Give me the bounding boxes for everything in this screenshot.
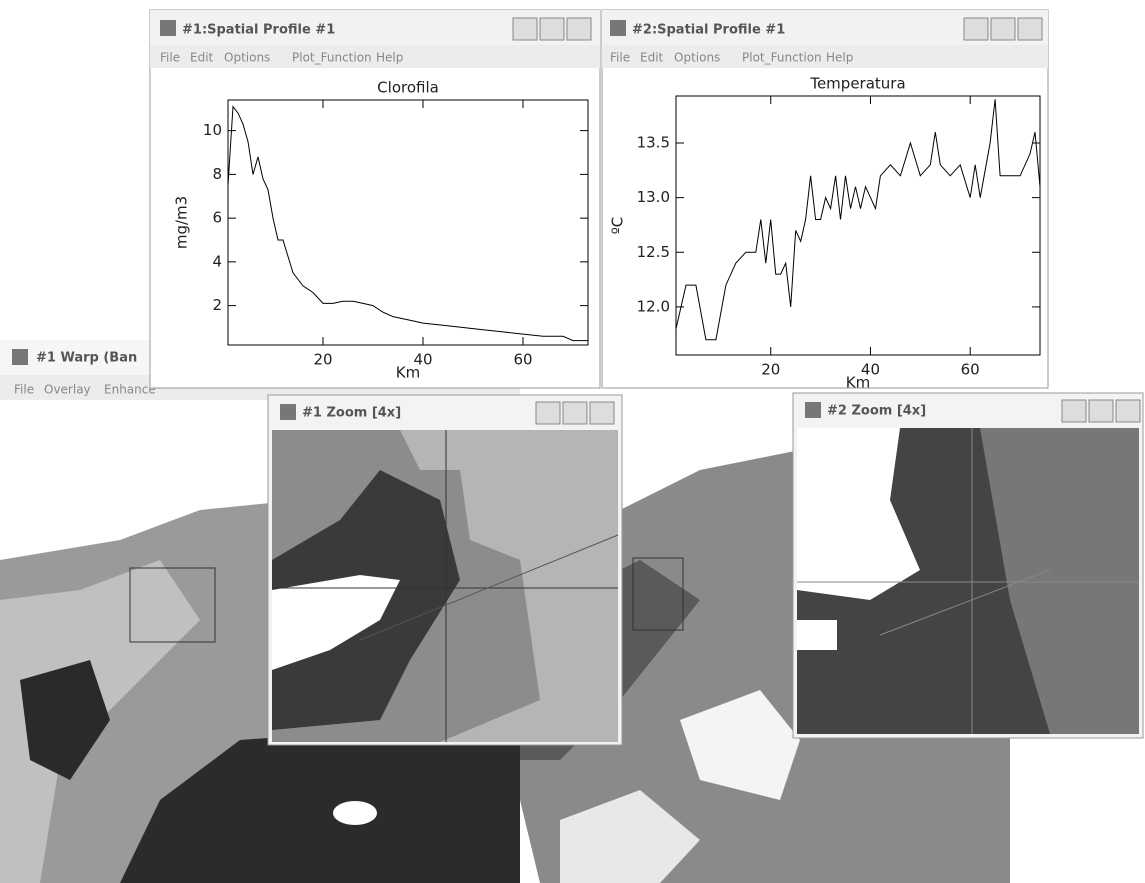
window-title: #1 Warp (Ban (36, 351, 137, 366)
profile-window-1: #1:Spatial Profile #1 File Edit Options … (150, 10, 600, 388)
y-tick-label: 13.5 (637, 133, 670, 151)
close-button[interactable] (567, 18, 591, 40)
minimize-button[interactable] (1062, 400, 1086, 422)
close-button[interactable] (590, 402, 614, 424)
y-tick-label: 8 (212, 165, 222, 183)
maximize-button[interactable] (991, 18, 1015, 40)
x-tick-label: 20 (313, 351, 332, 369)
y-tick-label: 13.0 (637, 188, 670, 206)
minimize-button[interactable] (536, 402, 560, 424)
y-tick-label: 12.0 (637, 297, 670, 315)
zoom-window-2: #2 Zoom [4x] (793, 393, 1143, 738)
window-title: #2:Spatial Profile #1 (632, 23, 785, 38)
menu-item[interactable]: Overlay (44, 383, 91, 397)
x-tick-label: 60 (961, 361, 980, 379)
window-title: #1 Zoom [4x] (302, 406, 401, 421)
menu-item[interactable]: Help (376, 51, 403, 65)
y-axis-label: mg/m3 (173, 196, 191, 249)
x-tick-label: 60 (513, 351, 532, 369)
chart-title: Clorofila (377, 79, 439, 97)
maximize-button[interactable] (540, 18, 564, 40)
minimize-button[interactable] (964, 18, 988, 40)
window-title: #2 Zoom [4x] (827, 404, 926, 419)
y-axis-label: ºC (609, 217, 627, 235)
close-button[interactable] (1018, 18, 1042, 40)
maximize-button[interactable] (1089, 400, 1113, 422)
y-tick-label: 12.5 (637, 243, 670, 261)
x-tick-label: 40 (861, 361, 880, 379)
y-tick-label: 4 (212, 252, 222, 270)
chart-title: Temperatura (809, 75, 905, 93)
x-tick-label: 20 (761, 361, 780, 379)
menu-item[interactable]: File (610, 51, 630, 65)
menu-item[interactable]: Help (826, 51, 853, 65)
minimize-button[interactable] (513, 18, 537, 40)
y-tick-label: 6 (212, 209, 222, 227)
y-tick-label: 10 (203, 121, 222, 139)
maximize-button[interactable] (563, 402, 587, 424)
zoom-window-1: #1 Zoom [4x] (268, 395, 622, 745)
screen: #1 Warp (Ban File Overlay Enhance #1 Zoo… (0, 0, 1145, 883)
window-title: #1:Spatial Profile #1 (182, 23, 335, 38)
menu-item[interactable]: Edit (190, 51, 214, 65)
menu-item[interactable]: Plot_Function (292, 51, 372, 65)
menu-item[interactable]: File (160, 51, 180, 65)
menu-item[interactable]: Plot_Function (742, 51, 822, 65)
menu-item[interactable]: Options (224, 51, 270, 65)
y-tick-label: 2 (212, 296, 222, 314)
menu-item[interactable]: Enhance (104, 383, 156, 397)
menu-item[interactable]: Options (674, 51, 720, 65)
close-button[interactable] (1116, 400, 1140, 422)
menu-item[interactable]: File (14, 383, 34, 397)
x-tick-label: 40 (413, 351, 432, 369)
menu-item[interactable]: Edit (640, 51, 664, 65)
